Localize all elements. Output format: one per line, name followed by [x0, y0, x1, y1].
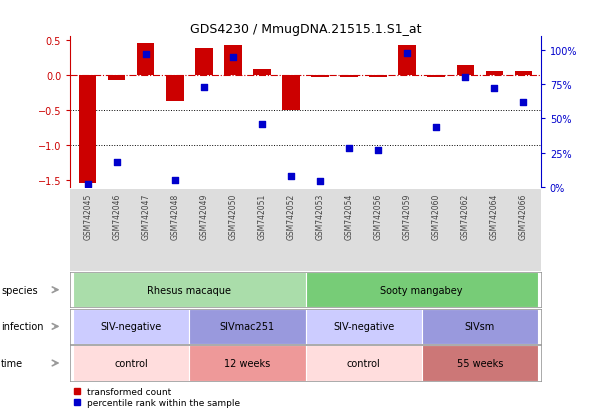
Bar [189, 309, 306, 344]
Text: control: control [346, 358, 381, 368]
Text: time: time [1, 358, 23, 368]
Text: GSM742066: GSM742066 [519, 193, 528, 240]
Text: GSM742050: GSM742050 [229, 193, 238, 240]
Point [315, 178, 325, 185]
Bar [108, 76, 125, 81]
Point [344, 146, 354, 152]
Bar [312, 76, 329, 78]
Bar [422, 345, 538, 381]
Text: SIV-negative: SIV-negative [101, 322, 162, 332]
Text: GSM742053: GSM742053 [315, 193, 324, 240]
Title: GDS4230 / MmugDNA.21515.1.S1_at: GDS4230 / MmugDNA.21515.1.S1_at [190, 23, 421, 36]
Text: GSM742046: GSM742046 [112, 193, 121, 240]
Point [431, 124, 441, 131]
Point [199, 84, 209, 91]
Bar [195, 49, 213, 76]
Text: GSM742052: GSM742052 [287, 193, 296, 240]
Bar [398, 46, 416, 76]
Point [286, 173, 296, 180]
Bar [370, 76, 387, 78]
Point [518, 100, 528, 106]
Bar [73, 345, 189, 381]
Bar [306, 345, 422, 381]
Point [460, 75, 470, 81]
Text: GSM742056: GSM742056 [373, 193, 382, 240]
Text: GSM742054: GSM742054 [345, 193, 354, 240]
Bar [189, 345, 306, 381]
Text: GSM742047: GSM742047 [141, 193, 150, 240]
Text: control: control [114, 358, 148, 368]
Point [228, 55, 238, 61]
Text: SIVsm: SIVsm [464, 322, 495, 332]
Bar [340, 76, 358, 78]
Text: GSM742048: GSM742048 [170, 193, 179, 240]
Bar [428, 76, 445, 78]
Point [112, 159, 122, 166]
Bar [514, 72, 532, 76]
Text: GSM742062: GSM742062 [461, 193, 470, 240]
Point [489, 86, 499, 93]
Text: infection: infection [1, 322, 44, 332]
Point [141, 52, 151, 58]
Bar [422, 309, 538, 344]
Bar [456, 66, 474, 76]
Text: GSM742051: GSM742051 [257, 193, 266, 240]
Text: SIVmac251: SIVmac251 [220, 322, 275, 332]
Text: GSM742049: GSM742049 [199, 193, 208, 240]
Text: Sooty mangabey: Sooty mangabey [381, 285, 463, 295]
Bar [306, 309, 422, 344]
Point [170, 177, 180, 184]
Bar [73, 309, 189, 344]
Text: GSM742059: GSM742059 [403, 193, 412, 240]
Bar [137, 44, 155, 76]
Text: GSM742064: GSM742064 [490, 193, 499, 240]
Text: 55 weeks: 55 weeks [456, 358, 503, 368]
Point [257, 121, 267, 128]
Bar [486, 72, 503, 76]
Bar [79, 76, 97, 184]
Text: GSM742060: GSM742060 [432, 193, 441, 240]
Bar [282, 76, 299, 111]
Text: Rhesus macaque: Rhesus macaque [147, 285, 232, 295]
Text: GSM742045: GSM742045 [83, 193, 92, 240]
Bar [253, 70, 271, 76]
Legend: transformed count, percentile rank within the sample: transformed count, percentile rank withi… [75, 387, 240, 407]
Point [402, 50, 412, 57]
Text: species: species [1, 285, 38, 295]
Bar [224, 46, 241, 76]
Text: SIV-negative: SIV-negative [333, 322, 394, 332]
Point [83, 181, 93, 188]
Text: 12 weeks: 12 weeks [224, 358, 271, 368]
Bar [73, 273, 306, 308]
Point [373, 147, 383, 154]
Bar [166, 76, 183, 102]
Bar [306, 273, 538, 308]
